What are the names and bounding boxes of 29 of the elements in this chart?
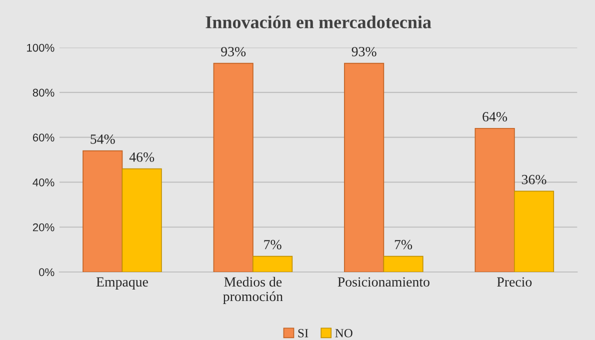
legend-label: NO — [335, 328, 352, 338]
y-tick-label: 60% — [32, 134, 54, 142]
y-tick-label: 20% — [32, 223, 54, 232]
bar — [514, 190, 554, 272]
bar — [252, 256, 293, 272]
data-label: 7% — [394, 240, 412, 250]
bar — [122, 168, 162, 272]
y-tick-label: 80% — [32, 88, 54, 97]
bar — [344, 62, 384, 272]
y-tick-label: 0% — [39, 268, 54, 276]
data-label: 46% — [129, 152, 154, 162]
data-label: 7% — [264, 240, 282, 250]
data-label: 93% — [221, 46, 246, 56]
x-tick-label: Precio — [497, 277, 532, 287]
data-label: 54% — [90, 134, 115, 144]
bar — [474, 128, 515, 272]
x-tick-label: Empaque — [96, 277, 148, 290]
x-tick-label: Posicionamiento — [338, 277, 430, 287]
bar — [82, 150, 123, 272]
y-tick-label: 40% — [32, 178, 54, 186]
legend-label: SI — [298, 328, 308, 338]
bar — [213, 62, 254, 272]
chart-title: Innovación en mercadotecnia — [206, 16, 432, 28]
bar — [383, 256, 424, 272]
data-label: 64% — [482, 112, 508, 122]
data-label: 93% — [352, 46, 376, 56]
y-tick-label: 100% — [27, 44, 54, 52]
data-label: 36% — [522, 174, 546, 184]
x-tick-label: Medios de promoción — [223, 276, 283, 304]
